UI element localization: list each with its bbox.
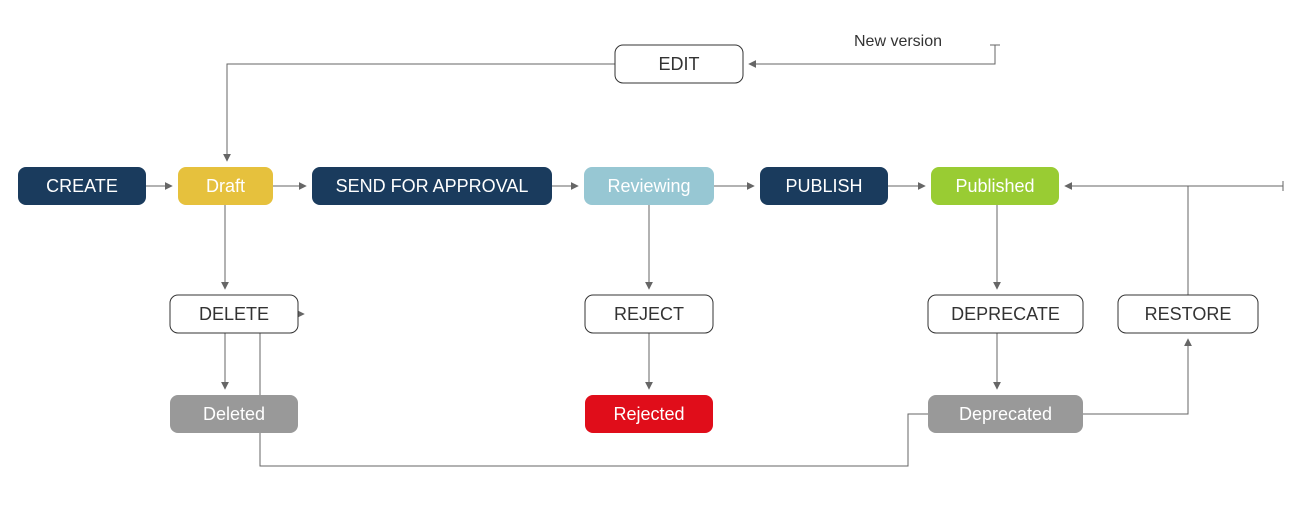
node-label: EDIT — [658, 54, 699, 74]
node-draft: Draft — [178, 167, 273, 205]
nodes-layer: EDIT CREATE Draft SEND FOR APPROVAL Reviewin… — [18, 45, 1258, 433]
node-rejected: Rejected — [585, 395, 713, 433]
node-label: Deprecated — [959, 404, 1052, 424]
edge — [1083, 339, 1188, 414]
node-deprecate: DEPRECATE — [928, 295, 1083, 333]
node-label: DELETE — [199, 304, 269, 324]
node-label: REJECT — [614, 304, 684, 324]
node-label: DEPRECATE — [951, 304, 1060, 324]
node-reviewing: Reviewing — [584, 167, 714, 205]
edges-layer: New version — [146, 33, 1283, 466]
flow-svg: New version EDIT CREATE Draft SEND FOR APPRO… — [0, 0, 1297, 528]
node-label: PUBLISH — [785, 176, 862, 196]
node-label: Reviewing — [607, 176, 690, 196]
node-deprecated: Deprecated — [928, 395, 1083, 433]
node-deleted: Deleted — [170, 395, 298, 433]
node-reject: REJECT — [585, 295, 713, 333]
edge — [227, 64, 615, 161]
node-publish: PUBLISH — [760, 167, 888, 205]
node-label: SEND FOR APPROVAL — [336, 176, 529, 196]
workflow-diagram: New version EDIT CREATE Draft SEND FOR APPRO… — [0, 0, 1297, 528]
edge — [260, 314, 928, 466]
node-label: CREATE — [46, 176, 118, 196]
node-published: Published — [931, 167, 1059, 205]
edge-label: New version — [854, 33, 942, 50]
node-label: RESTORE — [1145, 304, 1232, 324]
node-edit: EDIT — [615, 45, 743, 83]
node-restore: RESTORE — [1118, 295, 1258, 333]
node-label: Deleted — [203, 404, 265, 424]
node-label: Published — [955, 176, 1034, 196]
node-send: SEND FOR APPROVAL — [312, 167, 552, 205]
edge — [1188, 186, 1283, 295]
node-delete: DELETE — [170, 295, 298, 333]
node-create: CREATE — [18, 167, 146, 205]
node-label: Draft — [206, 176, 245, 196]
node-label: Rejected — [613, 404, 684, 424]
